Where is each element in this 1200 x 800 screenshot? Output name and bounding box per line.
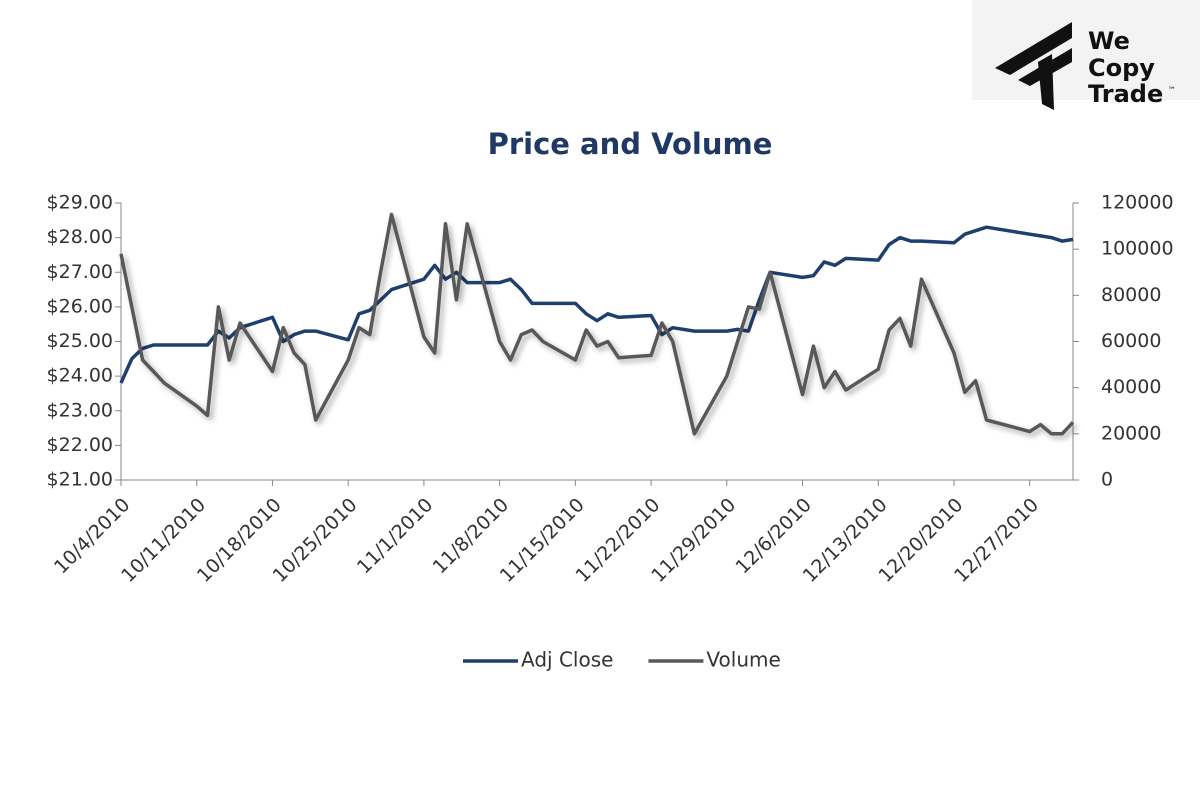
y2-tick-label: 40000 <box>1101 376 1161 398</box>
y2-tick-label: 0 <box>1101 469 1113 491</box>
series-line <box>119 225 1074 384</box>
y-tick-label: $29.00 <box>47 192 113 214</box>
logo-icon <box>995 22 1072 75</box>
y-tick-label: $26.00 <box>47 295 113 317</box>
y-tick-label: $28.00 <box>47 226 113 248</box>
logo-tm: ™ <box>1168 86 1176 95</box>
legend-label: Volume <box>706 648 780 672</box>
y-tick-label: $25.00 <box>47 330 113 352</box>
y-tick-label: $27.00 <box>47 261 113 283</box>
y-tick-label: $24.00 <box>47 365 113 387</box>
y2-tick-label: 120000 <box>1101 192 1174 214</box>
chart-title: Price and Volume <box>488 127 773 161</box>
logo-bg <box>972 0 1200 100</box>
logo-icon <box>1038 54 1054 110</box>
logo-text: We <box>1088 27 1130 55</box>
y-tick-label: $23.00 <box>47 399 113 421</box>
y-tick-label: $21.00 <box>47 469 113 491</box>
logo: We Copy Trade ™ <box>972 0 1200 110</box>
legend-label: Adj Close <box>521 648 613 672</box>
y-tick-label: $22.00 <box>47 434 113 456</box>
series-line <box>119 212 1075 436</box>
legend: Adj Close Volume <box>463 648 781 672</box>
y2-tick-label: 60000 <box>1101 330 1161 352</box>
y2-tick-label: 20000 <box>1101 422 1161 444</box>
y2-tick-label: 100000 <box>1101 238 1174 260</box>
x-tick-label: 11/1/2010 <box>353 494 437 578</box>
logo-text: Copy <box>1088 54 1155 82</box>
y2-tick-label: 80000 <box>1101 284 1161 306</box>
logo-text: Trade <box>1088 80 1163 108</box>
